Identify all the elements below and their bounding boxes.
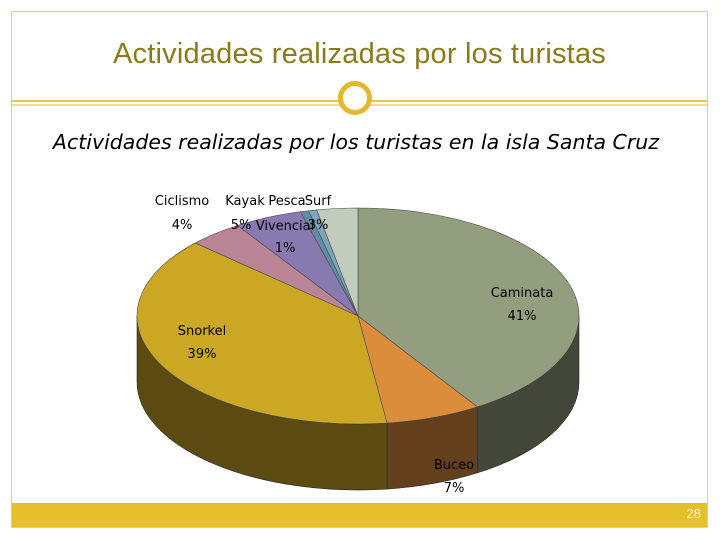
pie-slice-surf bbox=[316, 207, 359, 317]
label-snorkel-percent: 39% bbox=[188, 347, 217, 362]
label-vivencial-percent: 1% bbox=[275, 241, 296, 256]
label-pesca: Pesca bbox=[268, 194, 305, 209]
chart-title: Actividades realizadas por los turistas … bbox=[51, 130, 660, 154]
bottom-band bbox=[12, 503, 707, 527]
ornament-ring-icon bbox=[338, 81, 372, 115]
label-ciclismo: Ciclismo bbox=[155, 194, 209, 209]
slide-frame bbox=[11, 11, 708, 528]
label-vivencial: Vivencial bbox=[256, 219, 315, 234]
slide-title: Actividades realizadas por los turistas bbox=[113, 38, 606, 70]
label-kayak-percent: 5% bbox=[231, 218, 252, 233]
label-buceo: Buceo bbox=[434, 458, 474, 473]
pie-slices bbox=[136, 207, 580, 425]
label-snorkel: Snorkel bbox=[178, 324, 226, 339]
slide-number: 28 bbox=[686, 506, 701, 521]
pie-labels: Caminata 41% Buceo 7% Snorkel 39% Ciclismo 4% Ka… bbox=[155, 194, 554, 496]
label-caminata: Caminata bbox=[491, 286, 554, 301]
label-surf-percent: 3% bbox=[308, 218, 329, 233]
label-kayak: Kayak bbox=[225, 194, 265, 209]
pie-slice-caminata bbox=[357, 207, 580, 408]
label-surf: Surf bbox=[305, 194, 332, 209]
label-ciclismo-percent: 4% bbox=[172, 218, 193, 233]
pie-slice-snorkel bbox=[136, 242, 388, 425]
label-caminata-percent: 41% bbox=[508, 309, 537, 324]
label-buceo-percent: 7% bbox=[444, 481, 465, 496]
